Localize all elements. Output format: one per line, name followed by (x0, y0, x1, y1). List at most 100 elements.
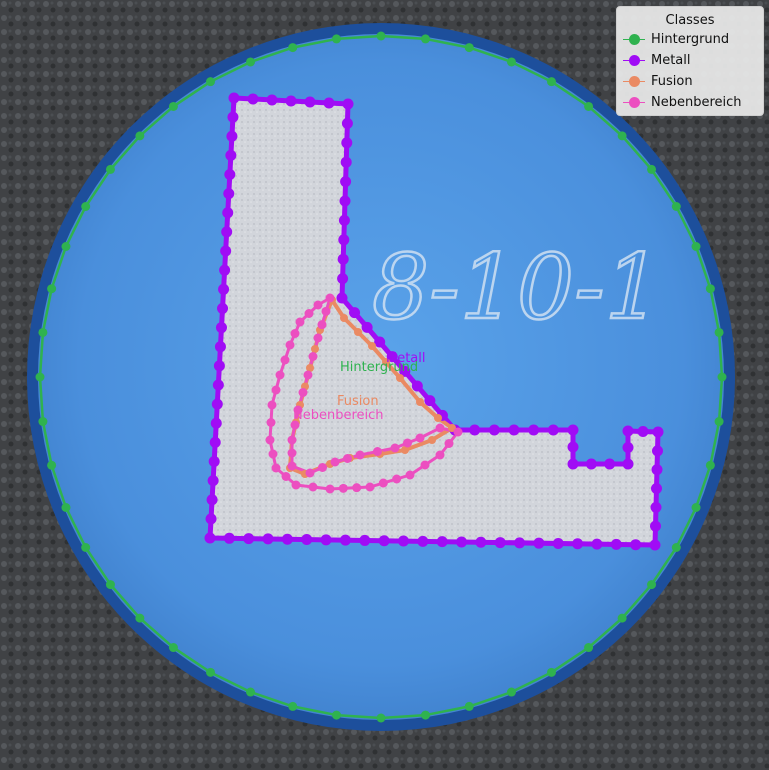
legend-item-fusion: Fusion (617, 71, 763, 92)
metall-point (349, 307, 361, 319)
metall-point (610, 538, 622, 550)
hintergrund-point (691, 242, 701, 252)
metall-point (204, 532, 216, 544)
nebenbereich-point (287, 461, 297, 471)
nebenbereich-point (435, 450, 445, 460)
hintergrund-point (47, 460, 57, 470)
hintergrund-point (717, 372, 727, 382)
hintergrund-point (35, 372, 45, 382)
nebenbereich-point (295, 317, 305, 327)
hintergrund-point (617, 613, 627, 623)
fusion-point (416, 398, 424, 406)
fusion-point (396, 374, 404, 382)
metall-point (417, 535, 429, 547)
metall-point (622, 442, 634, 453)
hintergrund-point (705, 460, 715, 470)
nebenbereich-point (318, 463, 327, 472)
metall-point (567, 441, 579, 453)
metall-point (224, 169, 236, 181)
nebenbereich-point (325, 484, 335, 494)
nebenbereich-point (291, 480, 301, 490)
metall-point (223, 188, 235, 200)
metall-point (243, 533, 255, 545)
metall-point (591, 538, 603, 550)
nebenbereich-point (268, 449, 278, 459)
metall-point (567, 458, 579, 470)
metall-point (220, 245, 232, 257)
hintergrund-point (547, 667, 556, 677)
metall-point (399, 365, 411, 377)
hintergrund-point (168, 643, 178, 653)
metall-point (637, 426, 649, 437)
hintergrund-point (61, 242, 71, 252)
nebenbereich-point (378, 478, 388, 488)
nebenbereich-point (290, 329, 300, 338)
nebenbereich-point (435, 423, 445, 433)
metall-point (342, 98, 354, 110)
metall-point (213, 360, 225, 372)
metall-point (212, 379, 224, 391)
metall-point (622, 458, 634, 470)
metall-point (456, 536, 468, 548)
metall-point (424, 395, 436, 407)
metall-point (223, 532, 235, 544)
nebenbereich-region-label: Nebenbereich (293, 408, 384, 423)
nebenbereich-point (275, 370, 285, 380)
nebenbereich-point (287, 435, 297, 445)
hintergrund-point (38, 417, 48, 427)
nebenbereich-point (287, 448, 297, 458)
hintergrund-point (105, 580, 115, 590)
nebenbereich-point (308, 352, 318, 361)
nebenbereich-point (330, 457, 340, 467)
hintergrund-point (331, 34, 341, 44)
metall-point (337, 253, 349, 265)
legend-item-nebenbereich: Nebenbereich (617, 92, 763, 113)
annotation-points (35, 31, 727, 723)
nebenbereich-point (415, 433, 425, 443)
metall-point (528, 424, 540, 436)
metall-dot-icon (617, 50, 651, 71)
metall-point (221, 226, 233, 238)
metall-point (338, 214, 350, 226)
hintergrund-point (246, 687, 256, 697)
metall-point (649, 539, 661, 551)
metall-point (336, 292, 348, 304)
metall-point (208, 455, 220, 467)
legend-label: Fusion (651, 74, 693, 89)
hintergrund-point (421, 710, 431, 720)
metall-point (222, 207, 234, 219)
metall-point (469, 424, 481, 436)
hintergrund-point (168, 101, 178, 111)
legend-label: Metall (651, 53, 691, 68)
legend-item-hintergrund: Hintergrund (617, 29, 763, 50)
metall-point (215, 322, 227, 334)
nebenbereich-point (338, 483, 348, 493)
hintergrund-point (81, 202, 91, 211)
hintergrund-point (691, 502, 701, 512)
metall-point (218, 283, 230, 295)
nebenbereich-point (403, 438, 412, 448)
metall-point (211, 398, 223, 410)
legend-label: Hintergrund (651, 32, 730, 47)
metall-point (226, 130, 238, 142)
metall-point (209, 436, 221, 448)
fusion-region-label: Fusion (337, 394, 379, 409)
fusion-point (434, 414, 442, 422)
metall-point (225, 149, 237, 161)
metall-point (514, 537, 526, 549)
fusion-point (401, 446, 409, 454)
metall-point (323, 97, 335, 109)
metall-point (572, 538, 584, 550)
metall-point (378, 535, 390, 547)
nebenbereich-point (267, 400, 277, 410)
metall-point (262, 533, 274, 545)
metall-point (361, 321, 373, 333)
metall-point (650, 501, 662, 513)
metall-point (585, 458, 597, 470)
nebenbereich-point (305, 468, 315, 478)
nebenbereich-point (281, 472, 291, 481)
metall-point (227, 111, 239, 123)
specimen-label: 8-10-1 (372, 235, 662, 340)
fusion-point (428, 436, 436, 444)
